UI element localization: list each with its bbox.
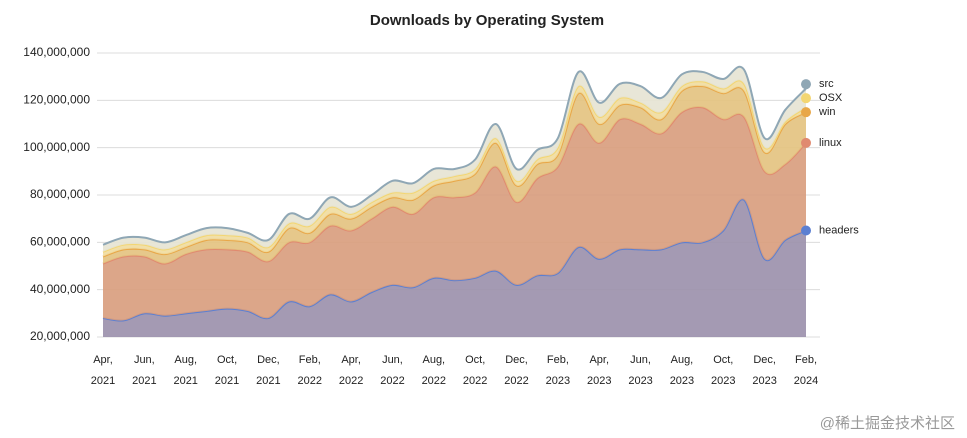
legend-label: OSX [819, 92, 843, 104]
legend-label: win [818, 106, 836, 118]
y-tick-label: 60,000,000 [30, 235, 90, 249]
x-tick-label: Dec, 2021 [256, 354, 281, 387]
y-tick-label: 80,000,000 [30, 187, 90, 201]
x-tick-label: Jun, 2021 [132, 354, 157, 387]
chart-title: Downloads by Operating System [370, 12, 604, 29]
legend-marker [801, 137, 811, 148]
x-tick-label: Feb, 2024 [793, 354, 819, 387]
area [103, 85, 806, 264]
x-tick-label: Oct, 2022 [462, 354, 488, 387]
x-tick-label: Aug, 2023 [669, 354, 695, 387]
x-tick-label: Jun, 2023 [628, 354, 653, 387]
legend-marker [801, 93, 811, 104]
x-tick-label: Jun, 2022 [380, 354, 405, 387]
legend-label: headers [819, 224, 859, 236]
area [103, 199, 806, 337]
legend-label: src [819, 78, 834, 90]
area-line [102, 106, 807, 265]
y-tick-label: 100,000,000 [23, 140, 90, 154]
x-tick-label: Oct, 2023 [711, 354, 736, 387]
legend-marker [801, 79, 811, 90]
x-tick-label: Dec, 2022 [504, 354, 529, 387]
legend-label: linux [819, 137, 842, 149]
y-tick-label: 120,000,000 [23, 93, 90, 107]
x-tick-label: Aug, 2022 [421, 354, 447, 387]
area-line [102, 65, 807, 246]
x-tick-label: Feb, 2023 [545, 354, 571, 387]
area [103, 107, 806, 321]
area-line [102, 198, 807, 322]
x-tick-label: Aug, 2021 [173, 354, 198, 387]
watermark: @稀土掘金技术社区 [820, 415, 955, 432]
plot-area [102, 65, 807, 337]
x-tick-label: Dec, 2023 [752, 354, 777, 387]
legend-marker [801, 225, 811, 236]
legend-marker [801, 107, 811, 118]
y-tick-label: 140,000,000 [23, 45, 90, 59]
x-tick-label: Apr, 2021 [90, 354, 116, 387]
x-tick-label: Apr, 2023 [586, 354, 612, 387]
y-tick-label: 20,000,000 [30, 329, 90, 343]
y-tick-label: 40,000,000 [30, 282, 90, 296]
x-tick-label: Feb, 2022 [297, 354, 322, 387]
x-tick-label: Apr, 2022 [338, 354, 364, 387]
x-tick-label: Oct, 2021 [214, 354, 240, 387]
